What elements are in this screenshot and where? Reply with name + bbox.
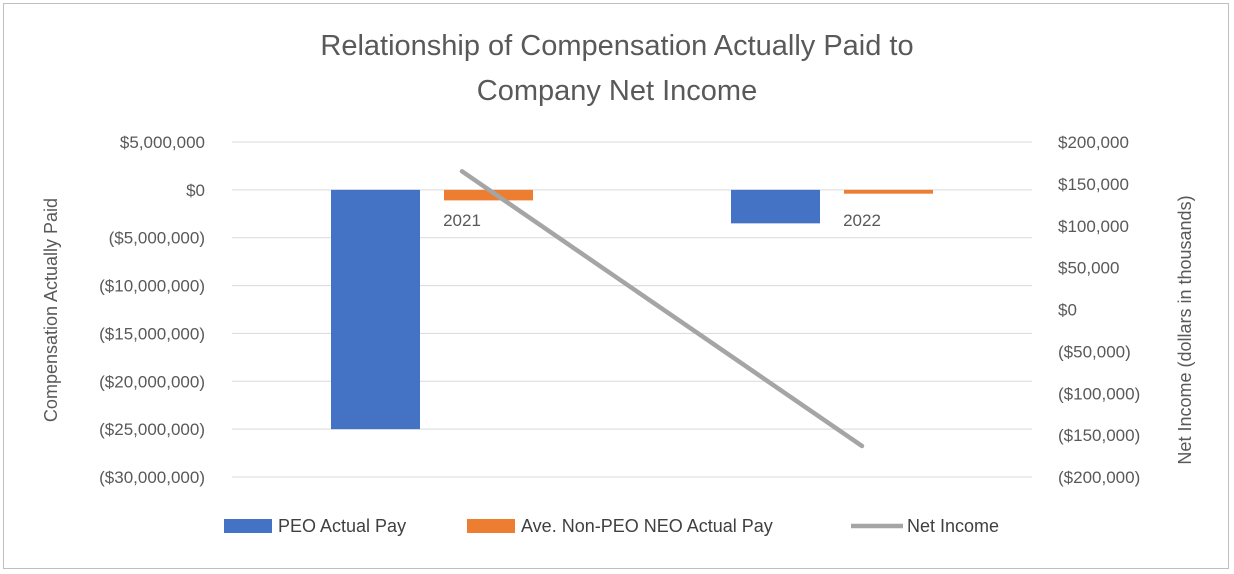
legend-swatch-peo-actual-pay (224, 519, 272, 533)
y2-tick-label: $200,000 (1058, 133, 1129, 152)
y-tick-label: ($30,000,000) (99, 468, 205, 487)
legend-swatch-ave-non-peo-neo-actual-pay (467, 519, 515, 533)
y-tick-label: $0 (186, 181, 205, 200)
y-tick-label: ($10,000,000) (99, 277, 205, 296)
legend-label-peo-actual-pay: PEO Actual Pay (278, 516, 406, 536)
y2-tick-label: ($100,000) (1058, 384, 1140, 403)
bar-ave-non-peo-neo-actual-pay-2022 (844, 189, 933, 194)
line-net-income (459, 169, 865, 449)
legend: PEO Actual Pay Ave. Non-PEO NEO Actual Pa… (224, 516, 999, 536)
y-axis-title: Compensation Actually Paid (41, 198, 61, 422)
bar-peo-actual-pay-2021 (331, 189, 420, 430)
y-tick-label: ($5,000,000) (109, 229, 205, 248)
line-series (459, 169, 865, 449)
legend-label-ave-non-peo-neo-actual-pay: Ave. Non-PEO NEO Actual Pay (521, 516, 773, 536)
chart-title-line-2: Company Net Income (477, 75, 757, 107)
right-axis-ticks: $200,000 $150,000 $100,000 $50,000 $0 ($50,00… (1058, 133, 1140, 487)
y2-tick-label: ($50,000) (1058, 342, 1131, 361)
y-tick-label: ($15,000,000) (99, 324, 205, 343)
bar-peo-actual-pay-2022 (731, 189, 820, 224)
y2-tick-label: $50,000 (1058, 259, 1119, 278)
y2-tick-label: $150,000 (1058, 175, 1129, 194)
category-label: 2022 (843, 211, 881, 230)
category-labels: 2021 2022 (443, 211, 881, 230)
chart-title-line-1: Relationship of Compensation Actually Pa… (320, 30, 913, 62)
y2-tick-label: $0 (1058, 301, 1077, 320)
category-label: 2021 (443, 211, 481, 230)
y-tick-label: ($20,000,000) (99, 372, 205, 391)
y2-tick-label: $100,000 (1058, 217, 1129, 236)
y2-tick-label: ($200,000) (1058, 468, 1140, 487)
y-tick-label: $5,000,000 (120, 133, 205, 152)
left-axis-ticks: $5,000,000 $0 ($5,000,000) ($10,000,000) ($1… (99, 133, 205, 487)
y-tick-label: ($25,000,000) (99, 420, 205, 439)
y2-axis-title: Net Income (dollars in thousands) (1175, 195, 1195, 464)
y2-tick-label: ($150,000) (1058, 426, 1140, 445)
bar-ave-non-peo-neo-actual-pay-2021 (444, 189, 533, 201)
bars (331, 189, 933, 430)
legend-label-net-income: Net Income (907, 516, 999, 536)
